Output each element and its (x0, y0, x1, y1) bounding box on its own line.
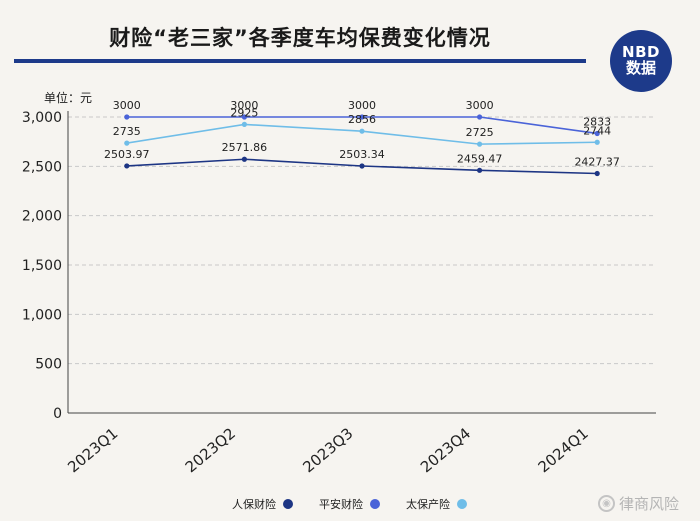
data-point (124, 163, 130, 169)
data-label: 2571.86 (222, 141, 268, 154)
y-tick-label: 1,500 (22, 258, 62, 274)
data-point (477, 114, 483, 120)
data-label: 3000 (348, 99, 376, 112)
data-label: 2856 (348, 113, 376, 126)
data-point (594, 170, 600, 177)
data-label: 2744 (583, 124, 611, 137)
legend-label-pingan: 平安财险 (319, 498, 363, 511)
legend-dot-cpic (457, 499, 467, 509)
x-tick-label: 2024Q1 (535, 424, 592, 476)
y-tick-label: 500 (35, 357, 62, 373)
data-point (359, 163, 365, 169)
data-label: 2833 (583, 115, 611, 128)
data-point (594, 139, 600, 145)
x-tick-label: 2023Q4 (417, 424, 474, 476)
data-label: 3000 (113, 99, 141, 112)
data-point (359, 114, 365, 120)
legend-item-cpic: 太保产险 (406, 496, 467, 512)
legend-item-pingan: 平安财险 (319, 496, 380, 512)
data-point (477, 141, 483, 147)
legend-dot-picc (283, 499, 293, 509)
data-label: 2503.34 (339, 148, 385, 161)
data-point (241, 121, 247, 127)
data-point (477, 167, 483, 173)
watermark-text: 律商风险 (619, 495, 680, 513)
data-point (359, 128, 365, 134)
x-tick-label: 2023Q1 (64, 424, 121, 476)
x-tick-label: 2023Q2 (182, 424, 239, 476)
logo-text-nbd: NBD (622, 43, 660, 62)
data-label: 3000 (466, 99, 494, 112)
y-tick-label: 2,000 (22, 209, 62, 225)
chart-title: 财险“老三家”各季度车均保费变化情况 (109, 26, 491, 50)
data-label: 2503.97 (104, 148, 150, 161)
data-point (594, 130, 600, 137)
logo-text-data: 数据 (625, 59, 656, 77)
data-label: 2725 (466, 126, 494, 139)
data-point (124, 114, 130, 120)
watermark: ◉ 律商风险 (598, 493, 679, 514)
data-label: 2427.37 (574, 155, 620, 168)
data-label: 2459.47 (457, 152, 503, 165)
nbd-logo: NBD 数据 (610, 30, 672, 92)
data-label: 2925 (230, 106, 258, 119)
y-tick-label: 2,500 (22, 159, 62, 175)
legend-label-cpic: 太保产险 (406, 498, 450, 511)
y-tick-label: 0 (53, 406, 62, 422)
data-label: 2735 (113, 125, 141, 138)
title-underline (14, 59, 586, 63)
y-tick-label: 1,000 (22, 307, 62, 323)
data-point (241, 114, 247, 120)
weibo-icon: ◉ (598, 495, 615, 512)
legend-dot-pingan (370, 499, 380, 509)
series-line (126, 123, 598, 145)
chart-legend: 人保财险 平安财险 太保产险 (232, 496, 467, 512)
data-label: 3000 (230, 99, 258, 112)
legend-item-picc: 人保财险 (232, 496, 293, 512)
data-point (124, 140, 130, 146)
data-point (241, 156, 247, 162)
y-tick-label: 3,000 (22, 110, 62, 126)
unit-label: 单位：元 (44, 91, 93, 105)
x-tick-label: 2023Q3 (299, 424, 356, 476)
legend-label-picc: 人保财险 (232, 498, 276, 511)
